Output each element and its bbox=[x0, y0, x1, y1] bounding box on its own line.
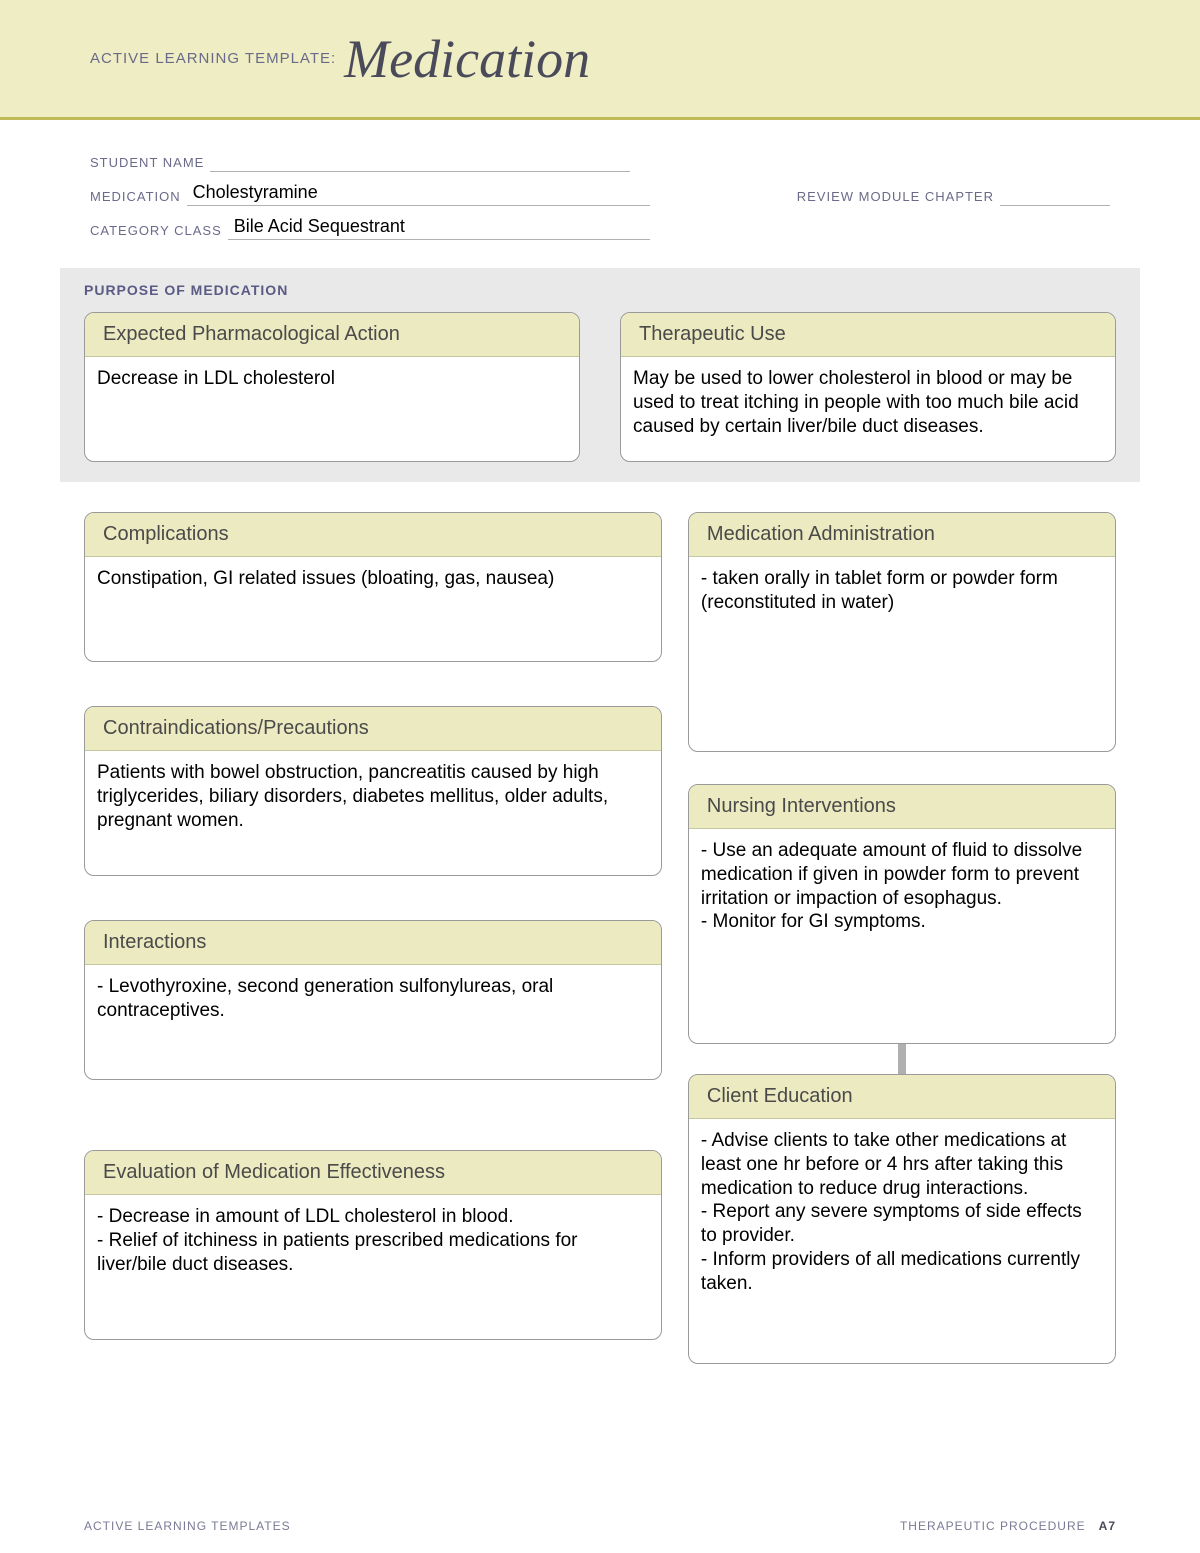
purpose-title: PURPOSE OF MEDICATION bbox=[84, 282, 1116, 298]
nursing-body: - Use an adequate amount of fluid to dis… bbox=[689, 829, 1115, 1043]
footer-right: THERAPEUTIC PROCEDURE A7 bbox=[900, 1519, 1116, 1533]
therapeutic-use-title: Therapeutic Use bbox=[621, 313, 1115, 357]
connector-line bbox=[898, 1044, 906, 1074]
page: ACTIVE LEARNING TEMPLATE: Medication STU… bbox=[0, 0, 1200, 1553]
review-field[interactable] bbox=[1000, 184, 1110, 206]
administration-body: - taken orally in tablet form or powder … bbox=[689, 557, 1115, 751]
main-columns: Complications Constipation, GI related i… bbox=[0, 482, 1200, 1364]
right-column: Medication Administration - taken orally… bbox=[688, 512, 1116, 1364]
footer-left: ACTIVE LEARNING TEMPLATES bbox=[84, 1519, 291, 1533]
footer-page: A7 bbox=[1099, 1519, 1116, 1533]
nursing-card: Nursing Interventions - Use an adequate … bbox=[688, 784, 1116, 1044]
complications-card: Complications Constipation, GI related i… bbox=[84, 512, 662, 662]
pharm-action-card: Expected Pharmacological Action Decrease… bbox=[84, 312, 580, 462]
education-title: Client Education bbox=[689, 1075, 1115, 1119]
medication-label: MEDICATION bbox=[90, 189, 181, 206]
administration-card: Medication Administration - taken orally… bbox=[688, 512, 1116, 752]
banner: ACTIVE LEARNING TEMPLATE: Medication bbox=[0, 0, 1200, 120]
contraindications-card: Contraindications/Precautions Patients w… bbox=[84, 706, 662, 876]
interactions-body: - Levothyroxine, second generation sulfo… bbox=[85, 965, 661, 1079]
evaluation-card: Evaluation of Medication Effectiveness -… bbox=[84, 1150, 662, 1340]
contraindications-body: Patients with bowel obstruction, pancrea… bbox=[85, 751, 661, 875]
meta-block: STUDENT NAME MEDICATION Cholestyramine R… bbox=[0, 120, 1200, 268]
interactions-card: Interactions - Levothyroxine, second gen… bbox=[84, 920, 662, 1080]
review-label: REVIEW MODULE CHAPTER bbox=[797, 189, 994, 206]
footer-right-label: THERAPEUTIC PROCEDURE bbox=[900, 1519, 1086, 1533]
therapeutic-use-body: May be used to lower cholesterol in bloo… bbox=[621, 357, 1115, 461]
student-name-label: STUDENT NAME bbox=[90, 155, 204, 172]
education-body: - Advise clients to take other medicatio… bbox=[689, 1119, 1115, 1363]
education-card: Client Education - Advise clients to tak… bbox=[688, 1074, 1116, 1364]
pharm-action-title: Expected Pharmacological Action bbox=[85, 313, 579, 357]
banner-label: ACTIVE LEARNING TEMPLATE: bbox=[90, 50, 336, 67]
purpose-section: PURPOSE OF MEDICATION Expected Pharmacol… bbox=[60, 268, 1140, 482]
contraindications-title: Contraindications/Precautions bbox=[85, 707, 661, 751]
footer: ACTIVE LEARNING TEMPLATES THERAPEUTIC PR… bbox=[0, 1519, 1200, 1533]
evaluation-title: Evaluation of Medication Effectiveness bbox=[85, 1151, 661, 1195]
medication-field[interactable]: Cholestyramine bbox=[187, 182, 650, 206]
interactions-title: Interactions bbox=[85, 921, 661, 965]
complications-body: Constipation, GI related issues (bloatin… bbox=[85, 557, 661, 661]
category-field[interactable]: Bile Acid Sequestrant bbox=[228, 216, 650, 240]
evaluation-body: - Decrease in amount of LDL cholesterol … bbox=[85, 1195, 661, 1339]
student-name-field[interactable] bbox=[210, 150, 630, 172]
category-label: CATEGORY CLASS bbox=[90, 223, 222, 240]
nursing-title: Nursing Interventions bbox=[689, 785, 1115, 829]
administration-title: Medication Administration bbox=[689, 513, 1115, 557]
banner-title: Medication bbox=[344, 28, 590, 90]
pharm-action-body: Decrease in LDL cholesterol bbox=[85, 357, 579, 461]
complications-title: Complications bbox=[85, 513, 661, 557]
therapeutic-use-card: Therapeutic Use May be used to lower cho… bbox=[620, 312, 1116, 462]
left-column: Complications Constipation, GI related i… bbox=[84, 512, 662, 1364]
